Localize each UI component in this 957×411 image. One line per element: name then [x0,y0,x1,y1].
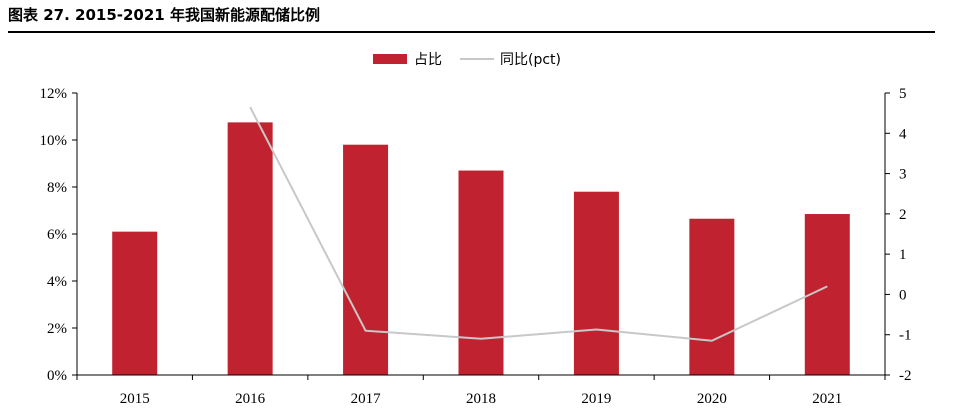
chart-title: 图表 27. 2015-2021 年我国新能源配储比例 [8,6,320,24]
y-left-tick-label: 4% [47,274,67,290]
line-series [249,106,828,342]
y-left-tick-label: 2% [47,321,67,337]
legend-bar-label: 占比 [414,52,442,68]
x-tick-label-2021: 2021 [812,391,842,407]
axes: 0% 2% 4% 6% 8% 10% 12% -2 -1 0 1 2 3 4 5 2015 2016 2017 20… [40,86,912,407]
x-tick-label-2016: 2016 [235,391,266,407]
bar-2015 [112,231,158,375]
y-left-tick-label: 6% [47,227,67,243]
y-left-tick-label: 0% [47,368,67,384]
bar-series [112,122,850,375]
legend-bar-swatch [373,54,407,64]
x-tick-label-2018: 2018 [466,391,496,407]
x-tick-label-2019: 2019 [581,391,611,407]
y-right-tick-label: 5 [899,86,907,102]
yoy-line [249,106,828,342]
bar-2016 [227,122,273,375]
y-right-tick-label: 3 [899,167,907,183]
legend: 占比 同比(pct) [373,52,561,68]
bar-2019 [573,191,619,375]
title-divider [8,31,935,33]
x-tick-label-2020: 2020 [697,391,727,407]
y-right-tick-label: -1 [899,328,912,344]
y-right-tick-label: 4 [899,126,907,142]
y-right-tick-label: 1 [899,247,907,263]
x-tick-label-2015: 2015 [120,391,150,407]
bar-2017 [343,144,389,375]
x-tick-label-2017: 2017 [351,391,382,407]
bar-2020 [689,218,735,375]
y-left-tick-label: 8% [47,180,67,196]
y-left-tick-label: 10% [40,133,68,149]
bar-2018 [458,170,504,375]
y-left-tick-label: 12% [40,86,68,102]
y-right-tick-label: 2 [899,207,907,223]
legend-line-label: 同比(pct) [500,52,561,68]
y-right-tick-label: 0 [899,287,907,303]
y-right-tick-label: -2 [899,368,912,384]
